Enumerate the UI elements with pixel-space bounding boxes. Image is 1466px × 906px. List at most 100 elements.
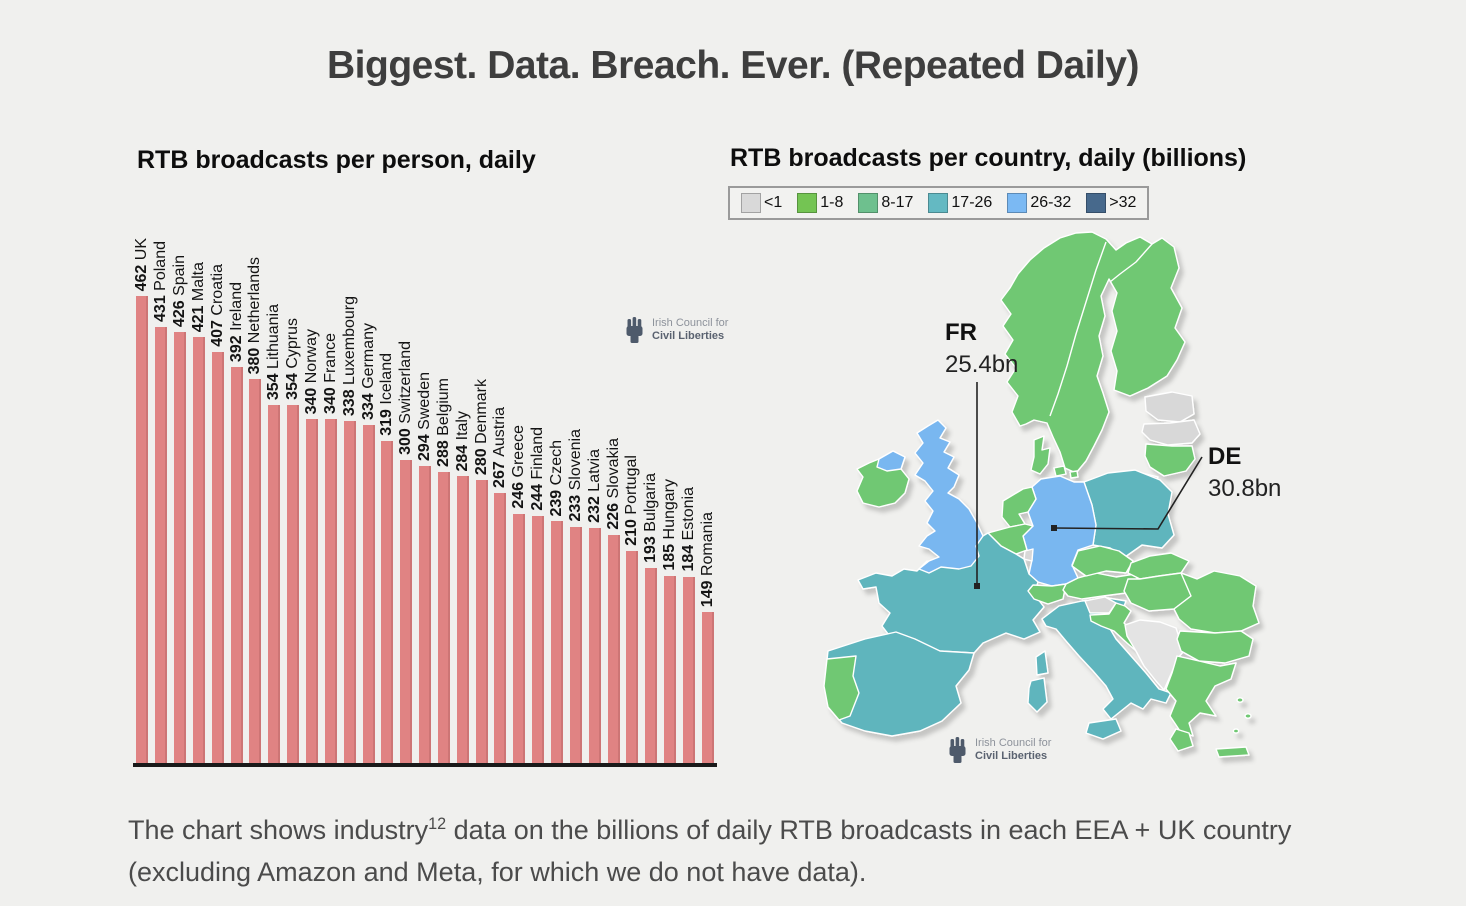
bar	[682, 577, 695, 763]
bar-column-belgium: 288 Belgium	[435, 232, 454, 763]
bar	[324, 419, 337, 763]
bar-label: 340 Norway	[303, 328, 321, 414]
bar-column-luxembourg: 338 Luxembourg	[340, 232, 359, 763]
bar-column-norway: 340 Norway	[303, 232, 322, 763]
bar-column-denmark: 280 Denmark	[472, 232, 491, 763]
bar	[400, 460, 413, 763]
country-greece	[1165, 655, 1237, 737]
bar	[155, 327, 168, 763]
bar-column-portugal: 210 Portugal	[623, 232, 642, 763]
country-denmark	[1030, 435, 1051, 475]
bar-column-switzerland: 300 Switzerland	[397, 232, 416, 763]
bar-label: 239 Czech	[547, 439, 565, 517]
bar-label: 226 Slovakia	[604, 438, 622, 530]
fist-icon	[626, 317, 643, 343]
legend-item-17-26: 17-26	[928, 193, 992, 213]
iccl-logo: Irish Council for Civil Liberties	[625, 316, 728, 344]
legend-swatch	[1007, 193, 1028, 213]
bar-chart: 462 UK 431 Poland 426 Spain 421 Malta 407 Cr…	[133, 232, 717, 767]
bar-column-lithuania: 354 Lithuania	[265, 232, 284, 763]
bar-column-hungary: 185 Hungary	[661, 232, 680, 763]
de-callout-dot	[1051, 525, 1057, 531]
bar-label: 319 Iceland	[378, 353, 396, 436]
bar-column-iceland: 319 Iceland	[378, 232, 397, 763]
country-czech	[1071, 545, 1134, 577]
country-latvia	[1141, 419, 1201, 446]
bar	[249, 379, 262, 763]
bar-column-cyprus: 354 Cyprus	[284, 232, 303, 763]
legend-label: 8-17	[881, 194, 914, 211]
bar-label: 300 Switzerland	[397, 341, 415, 455]
country-romania	[1173, 570, 1260, 634]
bar-label: 421 Malta	[189, 261, 207, 332]
country-luxembourg	[1023, 548, 1034, 562]
bar	[645, 568, 658, 763]
legend-label: <1	[764, 194, 783, 211]
page-title: Biggest. Data. Breach. Ever. (Repeated D…	[327, 44, 1139, 87]
bar-label: 244 Finland	[529, 427, 547, 511]
bar-column-latvia: 232 Latvia	[585, 232, 604, 763]
legend-swatch	[928, 193, 949, 213]
bar-column-poland: 431 Poland	[152, 232, 171, 763]
bar-column-uk: 462 UK	[133, 232, 152, 763]
bar-column-finland: 244 Finland	[529, 232, 548, 763]
annotation-de-value: 30.8bn	[1208, 475, 1281, 502]
bar-label: 280 Denmark	[472, 378, 490, 475]
bar	[701, 612, 714, 763]
bar-column-italy: 284 Italy	[453, 232, 472, 763]
bar-column-estonia: 184 Estonia	[679, 232, 698, 763]
bar-label: 407 Croatia	[208, 264, 226, 347]
bar	[381, 441, 394, 763]
bar-column-slovenia: 233 Slovenia	[566, 232, 585, 763]
bar-column-bulgaria: 193 Bulgaria	[642, 232, 661, 763]
europe-map: FR 25.4bn DE 30.8bn	[820, 230, 1315, 775]
border-norway-sweden	[1049, 241, 1107, 417]
caption-text: The chart shows industry	[128, 815, 429, 845]
iccl-line2: Civil Liberties	[975, 750, 1048, 762]
fist-icon	[949, 737, 966, 763]
bar-chart-title: RTB broadcasts per person, daily	[137, 146, 536, 174]
bar-column-czech: 239 Czech	[548, 232, 567, 763]
bar	[437, 472, 450, 763]
legend-swatch	[1086, 193, 1107, 213]
iccl-line2: Civil Liberties	[652, 330, 725, 342]
bar-label: 267 Austria	[491, 407, 509, 488]
caption-text: data on the billions of daily RTB broadc…	[128, 815, 1292, 887]
bar-label: 380 Netherlands	[246, 256, 264, 374]
bar-column-france: 340 France	[321, 232, 340, 763]
map-legend: <1 1-8 8-17 17-26 26-32 >32	[728, 186, 1150, 220]
bar-label: 431 Poland	[152, 241, 170, 322]
bar	[362, 425, 375, 763]
bar-label: 193 Bulgaria	[642, 473, 660, 563]
country-estonia	[1144, 391, 1195, 423]
country-scandinavia	[1000, 231, 1186, 474]
country-poland	[1083, 469, 1175, 558]
country-switzerland	[1027, 583, 1067, 605]
bar-column-malta: 421 Malta	[190, 232, 209, 763]
legend-item->32: >32	[1086, 193, 1136, 213]
country-lithuania	[1144, 443, 1196, 477]
bar	[626, 551, 639, 763]
legend-label: 26-32	[1030, 194, 1072, 211]
bar-label: 338 Luxembourg	[340, 295, 358, 416]
bar-label: 294 Sweden	[416, 372, 434, 461]
country-denmark-islands	[1053, 465, 1079, 479]
fr-callout-dot	[974, 583, 980, 589]
bar	[475, 480, 488, 763]
aegean-island	[1232, 728, 1240, 734]
legend-item-1-8: 1-8	[797, 193, 843, 213]
iccl-line1: Irish Council for	[975, 737, 1052, 750]
legend-swatch	[797, 193, 818, 213]
border-sweden-finland	[1109, 243, 1153, 283]
bar	[174, 332, 187, 763]
bar-column-austria: 267 Austria	[491, 232, 510, 763]
bar-column-croatia: 407 Croatia	[208, 232, 227, 763]
island-corsica	[1035, 650, 1049, 676]
bar-label: 184 Estonia	[679, 487, 697, 572]
country-netherlands	[1001, 486, 1037, 528]
bar-label: 288 Belgium	[434, 378, 452, 467]
de-callout-line	[1053, 456, 1203, 530]
bar	[211, 352, 224, 763]
bar	[230, 367, 243, 763]
bar	[494, 493, 507, 763]
